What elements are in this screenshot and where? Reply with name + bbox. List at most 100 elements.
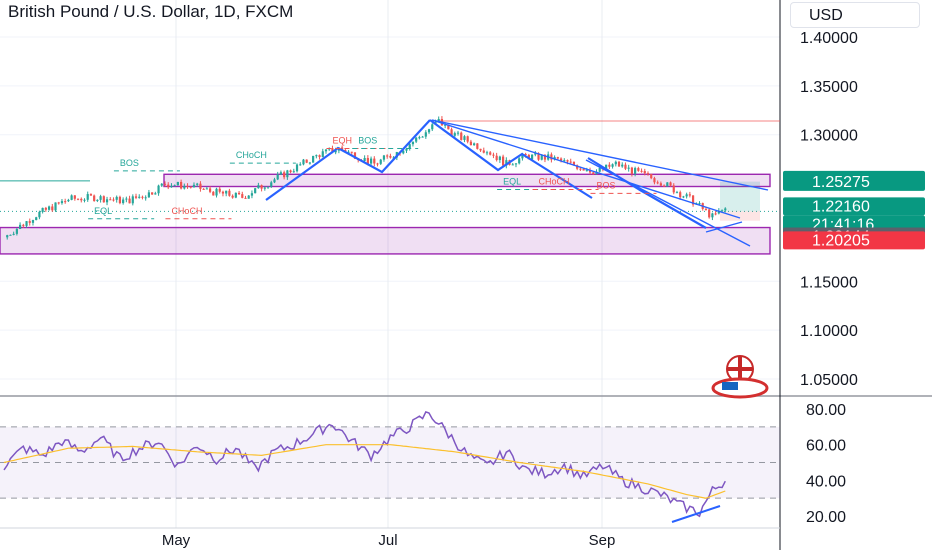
candle (666, 182, 669, 187)
trendlines[interactable] (265, 119, 769, 247)
candle (656, 182, 659, 184)
candle (189, 186, 192, 188)
candle (134, 196, 138, 198)
candle (28, 221, 31, 223)
candle (263, 187, 266, 189)
candle (369, 158, 373, 164)
candle (418, 137, 421, 139)
time-tick-label: Jul (378, 532, 397, 549)
candle (640, 170, 643, 172)
candle (89, 194, 93, 196)
candle (225, 190, 228, 194)
candle (708, 209, 711, 218)
candle (415, 137, 418, 142)
candle (379, 159, 382, 164)
candle (131, 196, 134, 204)
candle (273, 179, 276, 183)
candle (292, 171, 295, 173)
candle (160, 183, 163, 186)
channel-line (431, 119, 769, 191)
candle (524, 154, 527, 156)
candle (643, 171, 646, 174)
price-tick-label: 1.30000 (800, 128, 858, 145)
smc-label: EQH (332, 135, 352, 145)
candle (41, 207, 44, 212)
candle (427, 129, 431, 133)
candle (118, 196, 122, 204)
channel-line (431, 119, 741, 219)
currency-flags (711, 355, 769, 399)
candles (6, 116, 727, 240)
candle (157, 185, 160, 194)
currency-selector[interactable]: USD (790, 2, 920, 28)
candle (15, 229, 18, 234)
candle (630, 167, 633, 174)
candle (173, 185, 176, 187)
candle (511, 164, 514, 166)
candle (518, 158, 521, 164)
smc-label: CHoCH (539, 176, 570, 186)
candle (424, 132, 427, 137)
candle (228, 190, 231, 196)
candle (331, 148, 334, 153)
candle (324, 149, 328, 152)
candle (559, 158, 563, 161)
candle (576, 165, 579, 169)
smc-label: CHoCH (171, 206, 202, 216)
candle (51, 206, 54, 211)
candle (266, 186, 270, 188)
smc-annotations: BOS CHoCH EQH BOS EQL CHoCH EQL CHoCH BOS (88, 135, 657, 220)
candle (73, 195, 76, 199)
candle (653, 178, 656, 183)
supply-demand-zones (0, 173, 771, 255)
candle (289, 170, 292, 173)
rsi-line (3, 410, 726, 518)
candle (70, 195, 73, 200)
candle (47, 206, 51, 210)
candle (64, 201, 67, 203)
candle (614, 161, 617, 165)
candle (563, 160, 566, 162)
candle (453, 133, 456, 136)
candle (514, 163, 518, 165)
badge-label: 1.25275 (812, 174, 870, 191)
candle (257, 185, 260, 189)
candle (521, 154, 524, 159)
candle (679, 192, 682, 198)
price-tick-label: 1.10000 (800, 323, 858, 340)
candle (12, 233, 15, 235)
rsi-tick-label: 60.00 (806, 438, 846, 455)
candle (505, 160, 508, 166)
candle (299, 164, 302, 166)
candle (585, 170, 588, 172)
candle (469, 141, 472, 146)
candle (295, 164, 299, 172)
position-stop (720, 211, 760, 221)
candle (241, 194, 244, 198)
candle (83, 199, 86, 201)
smc-label: BOS (120, 158, 139, 168)
candle (93, 195, 96, 201)
candle (60, 201, 64, 204)
candle (634, 168, 637, 174)
candle (212, 191, 215, 196)
candle (183, 185, 186, 189)
candle (237, 192, 241, 195)
badge-label: 1.22160 (812, 198, 870, 215)
candle (44, 207, 47, 210)
candle (167, 184, 170, 188)
price-tick-label: 1.15000 (800, 274, 858, 291)
candle (283, 172, 286, 178)
rsi-pane (0, 410, 780, 523)
candle (624, 164, 627, 169)
candle (254, 188, 257, 194)
candle (556, 157, 559, 159)
candle (598, 167, 601, 172)
candle (482, 150, 485, 153)
candle (186, 185, 189, 187)
rsi-divergence-line (671, 505, 721, 523)
candle (421, 136, 424, 138)
candle (492, 154, 495, 156)
candle (31, 220, 35, 223)
